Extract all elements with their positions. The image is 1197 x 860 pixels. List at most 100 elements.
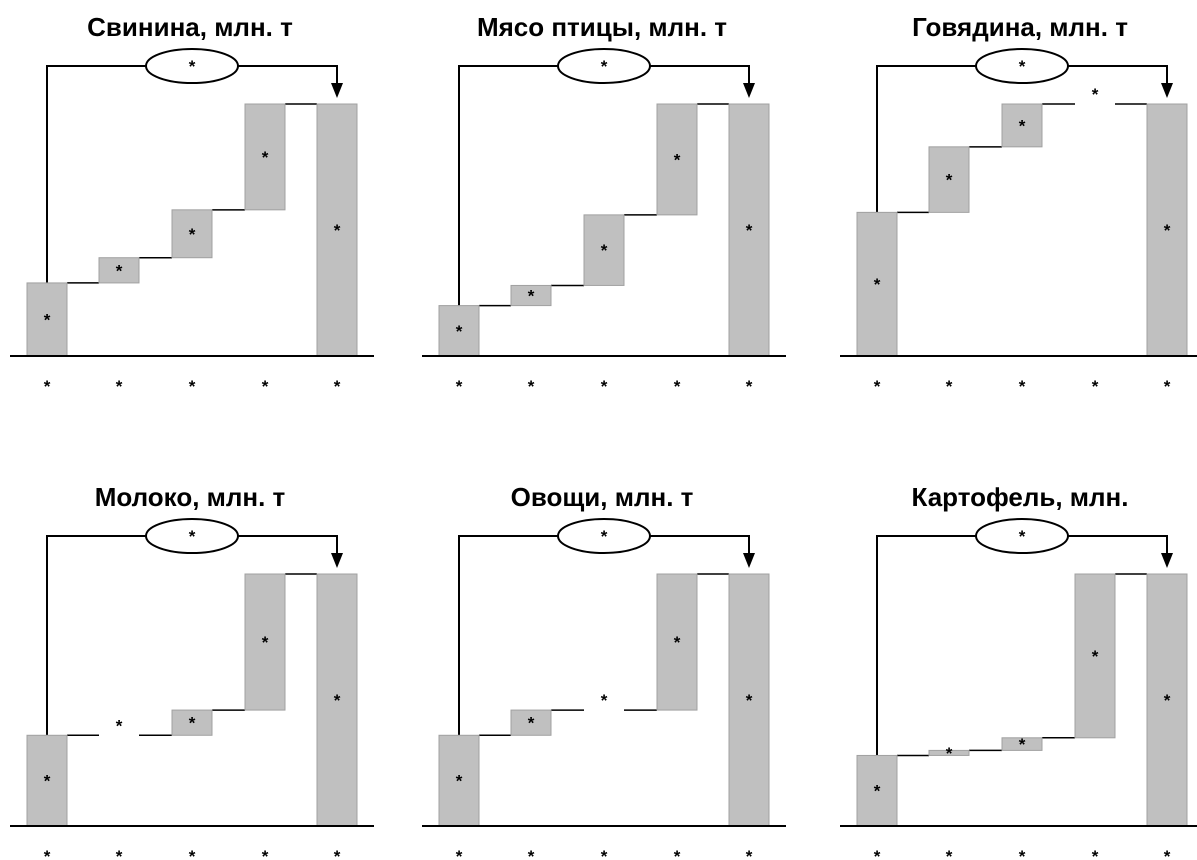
arrow-head-icon — [743, 553, 755, 568]
chart-panel-1: Свинина, млн. т * * * * * * * * * * * — [10, 12, 374, 396]
data-label: * — [116, 716, 123, 735]
x-tick-label: * — [334, 847, 341, 860]
arrow-head-icon — [1161, 83, 1173, 98]
x-tick-label: * — [528, 377, 535, 396]
chart-title: Картофель, млн. — [912, 482, 1129, 512]
bar-4 — [244, 573, 286, 711]
bar-1 — [26, 734, 68, 827]
bar-3 — [1001, 737, 1043, 751]
x-tick-label: * — [1164, 377, 1171, 396]
arrow-head-icon — [743, 83, 755, 98]
data-label: * — [601, 691, 608, 710]
data-label: * — [1164, 691, 1171, 710]
data-label: * — [674, 633, 681, 652]
x-tick-label: * — [334, 377, 341, 396]
data-label: * — [1092, 85, 1099, 104]
data-label: * — [946, 744, 953, 763]
x-tick-label: * — [262, 377, 269, 396]
x-tick-label: * — [1092, 377, 1099, 396]
bar-1 — [438, 305, 480, 357]
bar-2 — [510, 284, 552, 307]
data-label: * — [189, 225, 196, 244]
chart-title: Овощи, млн. т — [511, 482, 694, 512]
bar-5 — [316, 103, 358, 357]
bar-3 — [583, 214, 625, 286]
chart-panel-5: Овощи, млн. т * * * * * * * * * * * — [422, 482, 786, 860]
x-tick-label: * — [1019, 847, 1026, 860]
change-label: * — [1019, 527, 1026, 546]
bar-1 — [26, 282, 68, 357]
change-ellipse — [557, 48, 651, 84]
data-label: * — [528, 714, 535, 733]
data-label: * — [1164, 221, 1171, 240]
change-label: * — [189, 57, 196, 76]
x-tick-label: * — [946, 377, 953, 396]
chart-panel-3: Говядина, млн. т * * * * * * * * * * * — [840, 12, 1197, 396]
chart-title: Говядина, млн. т — [912, 12, 1128, 42]
bar-4 — [244, 103, 286, 211]
data-label: * — [1019, 116, 1026, 135]
x-tick-label: * — [674, 847, 681, 860]
data-label: * — [601, 241, 608, 260]
x-tick-label: * — [44, 377, 51, 396]
bar-4 — [1074, 573, 1116, 739]
data-label: * — [746, 691, 753, 710]
bar-1 — [856, 211, 898, 357]
chart-panel-4: Молоко, млн. т * * * * * * * * * * * — [10, 482, 374, 860]
change-ellipse — [975, 518, 1069, 554]
x-tick-label: * — [946, 847, 953, 860]
data-label: * — [1092, 647, 1099, 666]
x-tick-label: * — [1092, 847, 1099, 860]
data-label: * — [262, 633, 269, 652]
bar-2 — [928, 146, 970, 213]
data-label: * — [528, 287, 535, 306]
chart-title: Мясо птицы, млн. т — [477, 12, 727, 42]
chart-title: Свинина, млн. т — [87, 12, 293, 42]
x-tick-label: * — [44, 847, 51, 860]
data-label: * — [456, 322, 463, 341]
change-ellipse — [145, 518, 239, 554]
data-label: * — [456, 772, 463, 791]
bar-5 — [316, 573, 358, 827]
bar-5 — [728, 103, 770, 357]
x-tick-label: * — [116, 847, 123, 860]
x-tick-label: * — [746, 377, 753, 396]
x-tick-label: * — [456, 847, 463, 860]
bar-1 — [438, 734, 480, 827]
data-label: * — [946, 171, 953, 190]
x-tick-label: * — [1019, 377, 1026, 396]
x-tick-label: * — [601, 377, 608, 396]
chart-panel-6: Картофель, млн. * * * * * * * * * * * — [840, 482, 1197, 860]
bar-3 — [171, 709, 213, 736]
data-label: * — [189, 714, 196, 733]
x-tick-label: * — [874, 377, 881, 396]
chart-title: Молоко, млн. т — [95, 482, 286, 512]
data-label: * — [44, 310, 51, 329]
x-tick-label: * — [874, 847, 881, 860]
bar-2 — [510, 709, 552, 736]
x-tick-label: * — [601, 847, 608, 860]
x-tick-label: * — [1164, 847, 1171, 860]
bar-4 — [656, 103, 698, 216]
change-ellipse — [145, 48, 239, 84]
data-label: * — [44, 772, 51, 791]
change-ellipse — [975, 48, 1069, 84]
x-tick-label: * — [456, 377, 463, 396]
arrow-head-icon — [1161, 553, 1173, 568]
bar-5 — [1146, 573, 1188, 827]
data-label: * — [746, 221, 753, 240]
bar-2 — [98, 257, 140, 284]
bar-2 — [928, 749, 970, 756]
x-tick-label: * — [674, 377, 681, 396]
bar-5 — [1146, 103, 1188, 357]
data-label: * — [674, 150, 681, 169]
x-tick-label: * — [189, 847, 196, 860]
change-bracket — [876, 535, 1168, 756]
data-label: * — [1019, 735, 1026, 754]
bar-3 — [171, 209, 213, 259]
x-tick-label: * — [528, 847, 535, 860]
bar-1 — [856, 754, 898, 827]
data-label: * — [334, 691, 341, 710]
change-ellipse — [557, 518, 651, 554]
